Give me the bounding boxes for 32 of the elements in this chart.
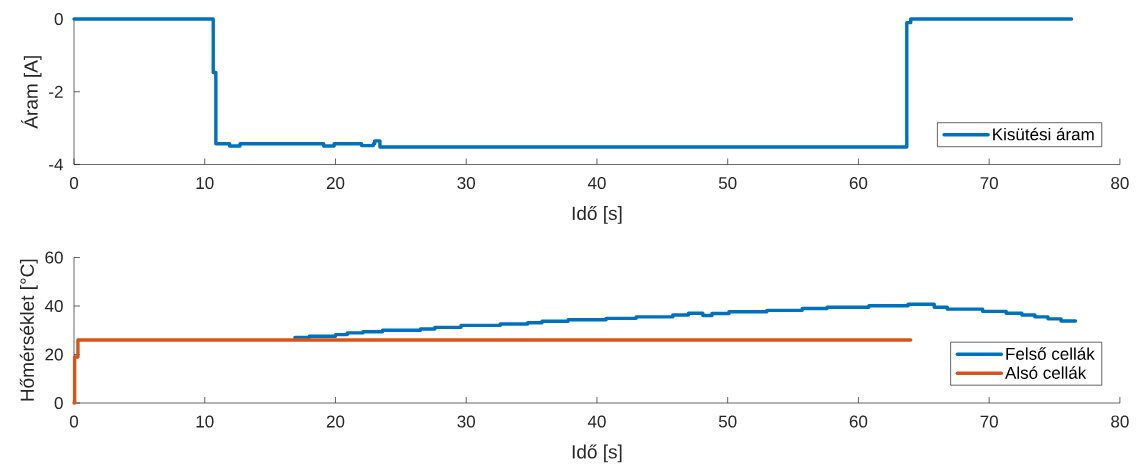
y-tick-label: -4 [49,158,63,171]
x-tick-label: 40 [587,415,606,428]
x-tick-label: 0 [69,177,79,190]
x-tick-label: 10 [196,177,214,190]
y-tick-label: 40 [44,299,63,313]
y-axis-title: Hőmérséklet [°C] [19,259,38,401]
x-tick-label: 50 [718,415,737,428]
x-tick-label: 40 [587,177,606,190]
y-axis-title: Áram [A] [21,56,42,129]
x-axis-title: Idő [s] [572,205,622,224]
x-tick-label: 70 [980,177,998,190]
y-tick-label: -2 [49,85,63,98]
x-tick-label: 0 [69,415,79,428]
x-tick-label: 60 [849,415,868,428]
legend-label: Felső cellák [1006,347,1095,360]
x-tick-label: 50 [718,177,737,190]
x-tick-label: 20 [326,415,345,428]
x-tick-label: 70 [980,415,998,428]
x-tick-label: 20 [326,177,345,190]
x-tick-label: 80 [1111,415,1129,428]
x-tick-label: 80 [1111,177,1129,190]
y-tick-label: 60 [45,251,63,264]
y-tick-label: 0 [54,396,63,410]
x-axis-title: Idő [s] [572,444,622,463]
x-tick-label: 30 [457,415,475,428]
legend-label: Kisütési áram [993,127,1094,141]
legend-label: Alsó cellák [1005,366,1087,379]
x-tick-label: 30 [457,177,476,190]
x-tick-label: 60 [849,177,868,190]
y-tick-label: 20 [45,348,63,361]
x-tick-label: 10 [196,415,214,428]
y-tick-label: 0 [54,12,63,26]
